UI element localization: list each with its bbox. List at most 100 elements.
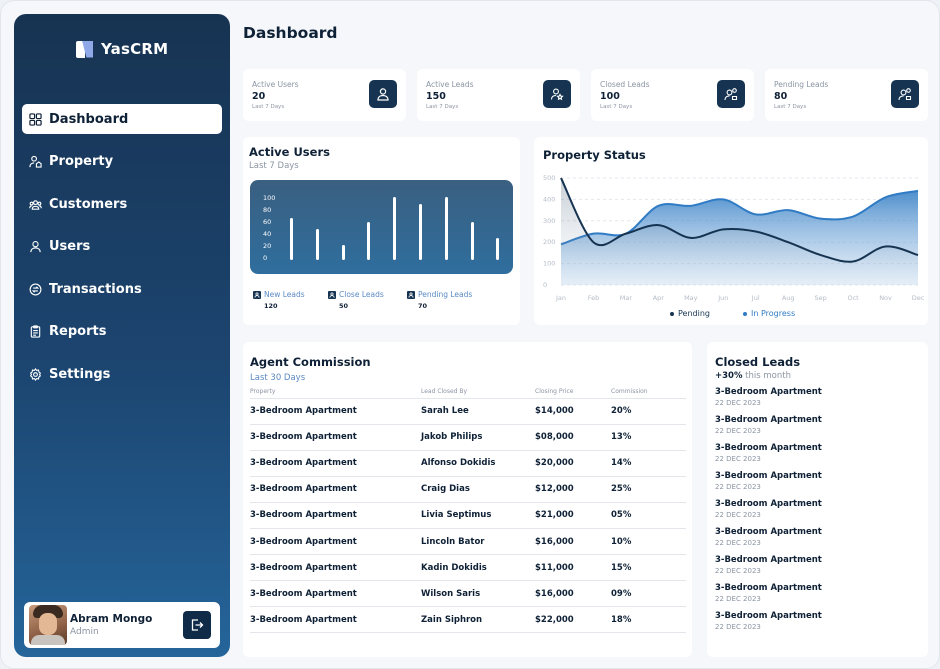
sidebar-item-label: Reports [49, 324, 107, 339]
profile-name: Abram Mongo [70, 613, 153, 625]
table-row[interactable]: 3-Bedroom Apartment Wilson Saris $16,000 09… [250, 580, 686, 608]
growth-text: this month [745, 371, 791, 381]
lead-date: 22 DEC 2023 [715, 399, 761, 407]
stat-period: Last 7 Days [600, 104, 633, 110]
clipboard-icon [28, 325, 42, 339]
sidebar-item-label: Transactions [49, 281, 142, 297]
column-header[interactable]: Property [250, 387, 421, 399]
legend-pending: Pending [670, 309, 710, 318]
user-icon [328, 291, 336, 299]
x-tick-label: Sep [815, 294, 827, 302]
stat-card-pending-leads[interactable]: Pending Leads 80 Last 7 Days [765, 69, 928, 121]
x-tick-label: Mar [620, 294, 633, 302]
page-title: Dashboard [243, 24, 338, 42]
chart-bar [393, 196, 397, 260]
avatar [29, 605, 67, 645]
table-cell: 10% [611, 528, 686, 556]
user-icon [253, 291, 261, 299]
agent-commission-card: Agent Commission Last 30 Days Property L… [243, 342, 692, 657]
stat-period: Last 7 Days [252, 104, 285, 110]
exchange-icon [28, 282, 42, 296]
table-cell: 25% [611, 476, 686, 503]
sidebar-item-dashboard[interactable]: Dashboard [22, 104, 222, 134]
stat-card-active-users[interactable]: Active Users 20 Last 7 Days [243, 69, 406, 121]
y-tick-label: 500 [543, 174, 555, 182]
y-tick-label: 400 [543, 195, 555, 203]
table-cell: Kadin Dokidis [421, 554, 535, 582]
table-cell: 3-Bedroom Apartment [250, 554, 421, 582]
table-cell: $08,000 [535, 424, 611, 451]
user-icon [28, 240, 42, 254]
table-body: 3-Bedroom Apartment Sarah Lee $14,000 20% 3-… [250, 398, 686, 634]
logo-icon [76, 40, 93, 58]
list-item[interactable]: 3-Bedroom Apartment 22 DEC 2023 [715, 611, 822, 631]
x-tick-label: Aug [782, 294, 795, 302]
legend-label: Close Leads [339, 290, 384, 299]
table-cell: 3-Bedroom Apartment [250, 528, 421, 556]
sidebar-item-label: Property [49, 154, 114, 169]
y-tick-label: 0 [263, 254, 268, 262]
stat-card-active-leads[interactable]: Active Leads 150 Last 7 Days [417, 69, 580, 121]
sidebar-item-settings[interactable]: Settings [22, 359, 222, 389]
lead-date: 22 DEC 2023 [715, 483, 761, 491]
table-cell: Zain Siphron [421, 606, 535, 634]
card-title: Closed Leads [715, 355, 801, 369]
legend-pending-leads: Pending Leads 70 [407, 290, 472, 310]
table-cell: 3-Bedroom Apartment [250, 450, 421, 477]
list-item[interactable]: 3-Bedroom Apartment 22 DEC 2023 [715, 527, 822, 547]
table-row[interactable]: 3-Bedroom Apartment Livia Septimus $21,000… [250, 502, 686, 529]
table-cell: 09% [611, 580, 686, 608]
legend-value: 70 [418, 302, 428, 310]
table-row[interactable]: 3-Bedroom Apartment Zain Siphron $22,000 18… [250, 606, 686, 634]
stat-value: 20 [252, 91, 266, 102]
profile-role: Admin [70, 627, 99, 637]
y-tick-label: 100 [543, 260, 555, 268]
gear-icon [28, 367, 42, 381]
list-item[interactable]: 3-Bedroom Apartment 22 DEC 2023 [715, 471, 822, 491]
lead-property-name: 3-Bedroom Apartment [715, 471, 822, 481]
legend-close-leads: Close Leads 50 [328, 290, 384, 310]
table-cell: 3-Bedroom Apartment [250, 476, 421, 503]
table-row[interactable]: 3-Bedroom Apartment Lincoln Bator $16,000 1… [250, 528, 686, 556]
grid-icon [28, 112, 42, 126]
stat-label: Closed Leads [600, 80, 650, 89]
user-badge-icon [891, 80, 919, 108]
growth-value: +30% [715, 371, 743, 381]
sidebar: YasCRM Dashboard Property Customers [14, 14, 230, 657]
list-item[interactable]: 3-Bedroom Apartment 22 DEC 2023 [715, 387, 822, 407]
chart-bar [367, 221, 371, 260]
column-header[interactable]: Closing Price [535, 387, 611, 399]
sidebar-item-customers[interactable]: Customers [22, 189, 222, 219]
list-item[interactable]: 3-Bedroom Apartment 22 DEC 2023 [715, 443, 822, 463]
user-profile-card: Abram Mongo Admin [24, 602, 220, 648]
list-item[interactable]: 3-Bedroom Apartment 22 DEC 2023 [715, 555, 822, 575]
table-row[interactable]: 3-Bedroom Apartment Alfonso Dokidis $20,00… [250, 450, 686, 477]
table-row[interactable]: 3-Bedroom Apartment Jakob Philips $08,000 1… [250, 424, 686, 451]
table-row[interactable]: 3-Bedroom Apartment Sarah Lee $14,000 20% [250, 398, 686, 425]
sidebar-item-label: Dashboard [49, 111, 129, 127]
table-cell: $16,000 [535, 528, 611, 556]
stat-card-closed-leads[interactable]: Closed Leads 100 Last 7 Days [591, 69, 754, 121]
table-row[interactable]: 3-Bedroom Apartment Kadin Dokidis $11,000 1… [250, 554, 686, 582]
chart-bar [496, 238, 500, 260]
stat-label: Pending Leads [774, 80, 829, 89]
x-tick-label: Oct [847, 294, 859, 302]
sidebar-item-property[interactable]: Property [22, 147, 222, 177]
sidebar-item-users[interactable]: Users [22, 232, 222, 262]
sidebar-item-reports[interactable]: Reports [22, 317, 222, 347]
lead-date: 22 DEC 2023 [715, 427, 761, 435]
sidebar-item-transactions[interactable]: Transactions [22, 274, 222, 304]
table-row[interactable]: 3-Bedroom Apartment Craig Dias $12,000 25% [250, 476, 686, 503]
card-title: Property Status [543, 148, 646, 162]
brand[interactable]: YasCRM [76, 40, 168, 58]
list-item[interactable]: 3-Bedroom Apartment 22 DEC 2023 [715, 583, 822, 603]
logout-button[interactable] [183, 611, 211, 639]
y-tick-label: 40 [263, 230, 272, 238]
column-header[interactable]: Lead Closed By [421, 387, 535, 399]
list-item[interactable]: 3-Bedroom Apartment 22 DEC 2023 [715, 415, 822, 435]
list-item[interactable]: 3-Bedroom Apartment 22 DEC 2023 [715, 499, 822, 519]
column-header[interactable]: Commission [611, 387, 686, 399]
sidebar-item-label: Settings [49, 366, 111, 382]
x-tick-label: Jul [751, 294, 760, 302]
legend-dot [743, 311, 747, 316]
